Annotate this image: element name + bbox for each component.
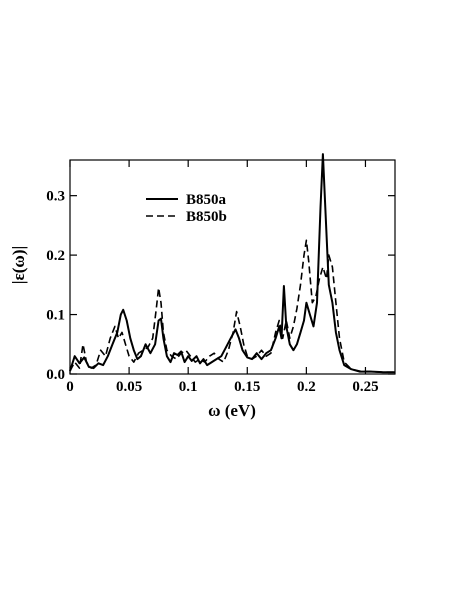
x-axis-title: ω (eV) — [208, 401, 256, 420]
legend-label-b850b: B850b — [186, 209, 227, 225]
plot-frame — [69, 159, 396, 375]
x-tick-label: 0.2 — [297, 379, 316, 395]
y-tick-label: 0.2 — [46, 248, 65, 264]
y-tick-label: 0.3 — [46, 189, 65, 205]
x-tick-label: 0 — [66, 379, 74, 395]
series-line-b850b — [69, 239, 395, 373]
x-tick-label: 0.1 — [179, 379, 198, 395]
x-tick-label: 0.15 — [234, 379, 260, 395]
series-line-b850a — [69, 153, 395, 374]
y-axis-title: |ε(ω)| — [9, 246, 28, 285]
y-tick-label: 0.1 — [46, 308, 65, 324]
axis-ticks: 0 0.05 0.1 0.15 0.2 0.25 0.0 0.1 0.2 0.3 — [46, 160, 395, 395]
y-tick-label: 0.0 — [46, 367, 65, 383]
legend: B850a B850b — [146, 192, 227, 225]
x-tick-label: 0.05 — [116, 379, 142, 395]
legend-label-b850a: B850a — [186, 192, 227, 208]
x-tick-label: 0.25 — [352, 379, 378, 395]
series-group — [69, 153, 395, 374]
